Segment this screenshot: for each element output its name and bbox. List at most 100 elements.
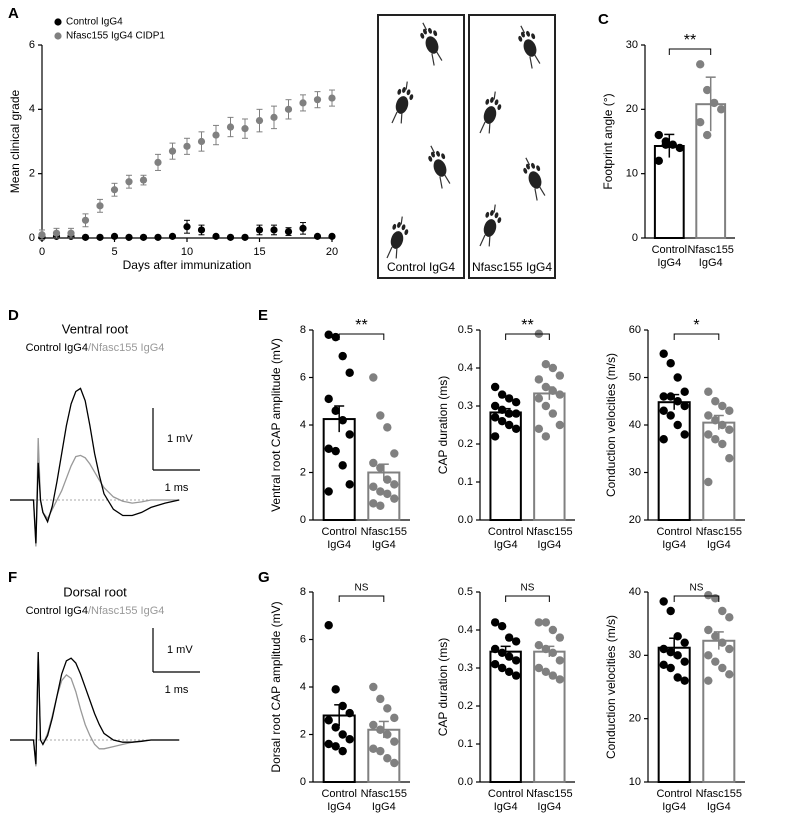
legend-marker [54,18,62,26]
x-tick-label: IgG4 [327,539,351,551]
data-point [711,435,720,444]
data-point [52,229,61,237]
footprint-pad [483,219,497,237]
image-frame [377,14,465,279]
significance-bracket [338,333,385,340]
legend-label: Nfasc155 IgG4 [91,342,164,354]
x-tick-label: 20 [326,246,338,258]
data-point [324,621,333,630]
data-point [666,359,675,368]
data-point [654,156,663,165]
data-point [490,644,500,654]
data-point [96,233,104,241]
data-point [534,641,544,650]
data-point [390,758,399,768]
data-point [680,638,689,647]
x-tick-label: IgG4 [327,801,351,813]
footprint-toe [494,212,499,219]
footprint-pad [483,106,497,124]
data-point [331,332,340,342]
significance-bracket [668,48,712,55]
panel-letter: F [8,569,17,586]
significance-label: NS [521,583,535,594]
footprint-toe [436,150,441,157]
significance-label: ** [521,317,533,334]
data-point [490,413,500,422]
data-point [369,720,378,730]
legend-separator: / [88,342,92,354]
data-point [718,606,727,616]
data-point [659,597,668,606]
legend-label: Control IgG4 [26,605,88,617]
data-point [390,449,399,458]
data-point [154,233,162,241]
footprint-toe [409,94,414,101]
data-point [704,676,713,685]
y-tick-label: 0 [300,514,306,526]
data-point [197,137,206,146]
data-point [673,673,682,682]
data-point [711,594,720,603]
x-tick-label: IgG4 [494,539,518,551]
footprint-toe [402,87,406,93]
data-point [226,123,235,131]
footprint-pad [425,36,439,54]
x-tick-label: Control [656,788,691,800]
footprint-toe [397,88,402,95]
footprint-toe [397,222,401,228]
x-tick-label: Nfasc155 [361,526,407,538]
x-tick-label: Nfasc155 [526,788,572,800]
data-point [139,176,148,184]
y-tick-label: 0.1 [458,476,473,488]
data-point [711,632,720,641]
footprint-smear [520,25,541,69]
footprint-toe [404,229,409,236]
trace-line [10,651,180,765]
y-tick-label: 6 [300,371,306,383]
footprint-toe [485,98,490,105]
data-point [313,96,322,104]
significance-bracket [338,595,385,602]
data-point [497,417,507,426]
scale-bar-label: 1 mV [167,433,193,445]
data-point [555,390,565,399]
data-point [376,487,385,496]
data-point [338,351,347,361]
data-point [680,430,689,439]
data-point [504,633,514,642]
footprint-toe [531,162,536,169]
data-point [226,233,235,241]
data-point [383,754,392,763]
legend-label: Control IgG4 [66,17,123,28]
data-point [324,487,333,496]
footprint [518,25,541,69]
data-point [548,648,558,657]
footprint [523,157,546,201]
x-tick-label: IgG4 [707,801,731,813]
data-point [704,651,713,660]
data-point [345,430,354,439]
data-point [197,226,206,234]
data-point [383,704,392,713]
data-point [666,663,675,673]
x-tick-label: 10 [181,246,193,258]
data-point [511,424,521,433]
footprint-toe [497,217,502,224]
image-label: Nfasc155 IgG4 [472,260,552,274]
footprint [420,22,443,66]
footprint-toe [428,155,433,162]
significance-bracket [505,333,550,340]
data-point [383,475,392,484]
data-point [725,613,734,622]
data-point [110,232,119,240]
footprint-toe [420,32,425,39]
data-point [345,368,354,377]
data-point [376,411,385,420]
data-point [511,637,521,646]
y-tick-label: 6 [29,39,35,51]
data-point [541,432,551,441]
data-point [497,405,507,414]
data-point [725,454,734,463]
x-tick-label: Control [488,788,523,800]
